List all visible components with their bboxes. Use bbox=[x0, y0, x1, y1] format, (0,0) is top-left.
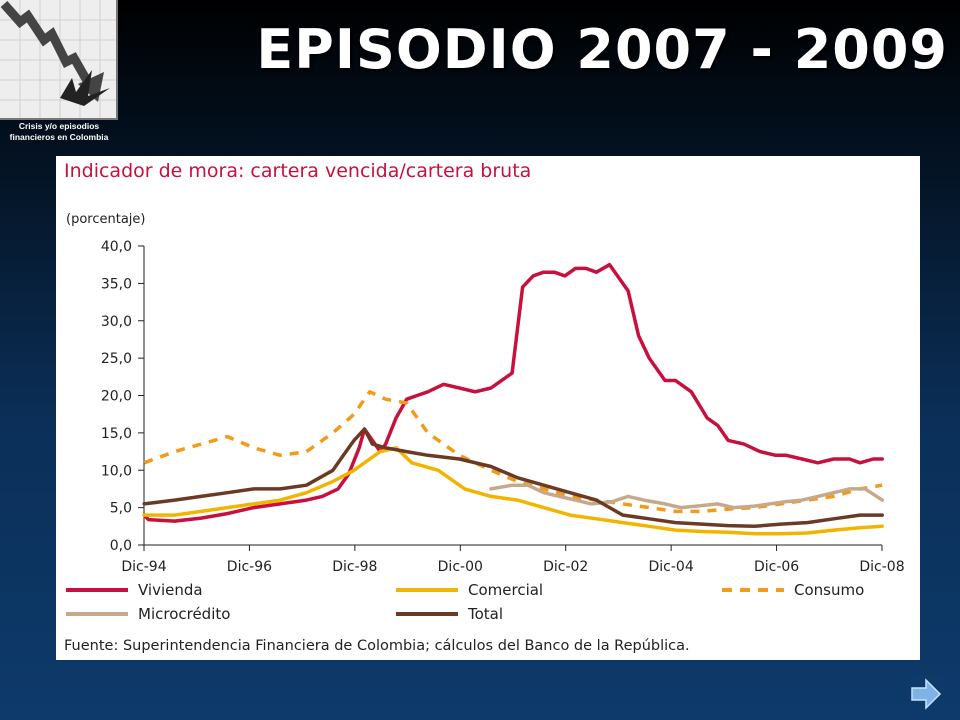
x-tick-label: Dic-08 bbox=[859, 559, 904, 575]
logo-caption-line2: financieros en Colombia bbox=[9, 132, 109, 142]
y-tick-label: 15,0 bbox=[101, 426, 132, 442]
chart-panel: Indicador de mora: cartera vencida/carte… bbox=[56, 156, 920, 660]
series-line-microcrdito bbox=[489, 483, 884, 510]
falling-chart-icon bbox=[0, 0, 116, 118]
legend-label: Comercial bbox=[468, 581, 543, 599]
crisis-logo bbox=[0, 0, 118, 120]
chart-source: Fuente: Superintendencia Financiera de C… bbox=[64, 638, 690, 654]
y-axis-label: (porcentaje) bbox=[66, 212, 145, 227]
x-tick-label: Dic-00 bbox=[438, 559, 483, 575]
x-tick-label: Dic-04 bbox=[649, 559, 694, 575]
series-line-comercial bbox=[142, 446, 884, 536]
y-tick-label: 5,0 bbox=[110, 501, 132, 517]
legend-label: Consumo bbox=[794, 581, 864, 599]
x-tick-label: Dic-06 bbox=[754, 559, 799, 575]
line-chart: Indicador de mora: cartera vencida/carte… bbox=[64, 160, 905, 654]
y-tick-label: 10,0 bbox=[101, 463, 132, 479]
series-line-consumo bbox=[143, 390, 883, 514]
y-tick-label: 25,0 bbox=[101, 351, 132, 367]
next-slide-button[interactable] bbox=[906, 674, 946, 714]
logo-caption-line1: Crisis y/o episodios bbox=[18, 121, 100, 131]
y-tick-label: 30,0 bbox=[101, 314, 132, 330]
arrow-right-icon bbox=[907, 675, 945, 713]
legend-label: Microcrédito bbox=[138, 605, 230, 623]
slide-title: EPISODIO 2007 - 2009 bbox=[256, 18, 948, 81]
y-tick-label: 0,0 bbox=[110, 538, 132, 554]
x-tick-label: Dic-96 bbox=[227, 559, 272, 575]
y-tick-label: 40,0 bbox=[101, 239, 132, 255]
x-tick-label: Dic-02 bbox=[543, 559, 588, 575]
logo-caption: Crisis y/o episodios financieros en Colo… bbox=[0, 121, 118, 143]
y-tick-label: 35,0 bbox=[101, 276, 132, 292]
x-tick-label: Dic-94 bbox=[121, 559, 166, 575]
legend-label: Vivienda bbox=[138, 581, 203, 599]
series-line-total bbox=[142, 427, 884, 529]
y-tick-label: 20,0 bbox=[101, 389, 132, 405]
chart-title: Indicador de mora: cartera vencida/carte… bbox=[64, 160, 531, 182]
legend-label: Total bbox=[467, 605, 503, 623]
series-line-vivienda bbox=[142, 262, 884, 523]
x-tick-label: Dic-98 bbox=[332, 559, 377, 575]
